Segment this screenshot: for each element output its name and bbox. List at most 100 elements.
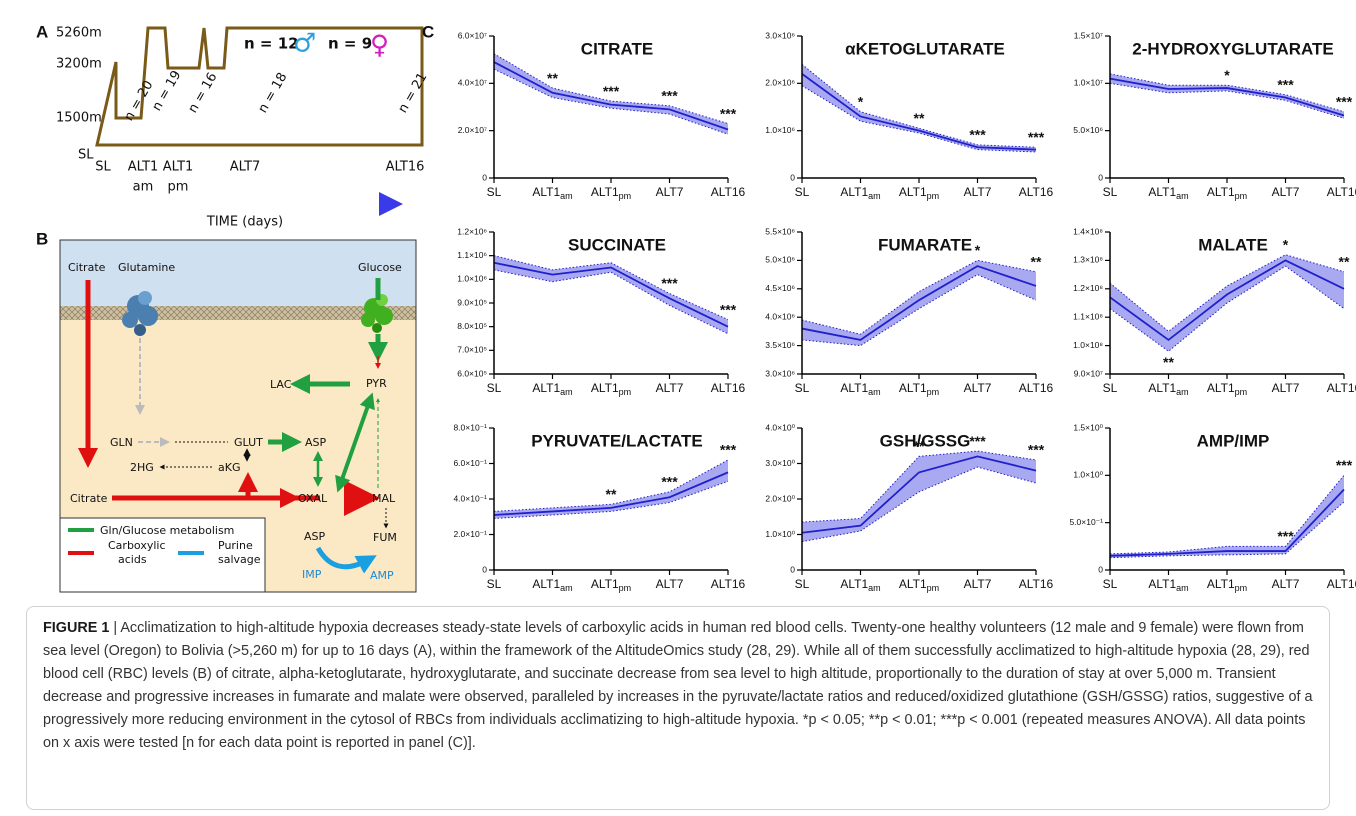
significance: ***	[1336, 457, 1353, 473]
time-label: ALT1	[163, 160, 194, 175]
significance: **	[1339, 253, 1350, 269]
x-tick-label: ALT16	[711, 185, 746, 199]
line-chart: 6.0×10⁵ 7.0×10⁵ 8.0×10⁵ 9.0×10⁵ 1.0×10⁶ 1.1×1…	[457, 226, 745, 397]
significance: *	[858, 93, 864, 109]
significance: **	[547, 70, 558, 86]
band-edge	[801, 274, 1037, 347]
node: ASP	[304, 530, 326, 543]
x-tick-label: ALT1am	[1148, 381, 1188, 397]
transporter	[122, 291, 158, 336]
x-tick-label: ALT1pm	[899, 577, 939, 593]
y-tick-label: 7.0×10⁵	[457, 345, 487, 355]
y-tick-label: 9.0×10⁵	[457, 297, 487, 307]
band-edge	[493, 269, 729, 335]
band-edge	[493, 68, 729, 135]
female-count: n = 9	[328, 35, 372, 53]
y-tick-label: 3.5×10⁶	[765, 340, 795, 350]
confidence-band	[1110, 475, 1344, 558]
caption-text: | Acclimatization to high-altitude hypox…	[43, 620, 1313, 751]
y-tick-label: 3.0×10⁰	[765, 458, 795, 468]
significance: ***	[661, 88, 678, 104]
x-tick-label: ALT1pm	[1207, 577, 1247, 593]
x-tick-label: ALT1pm	[591, 185, 631, 201]
band-edge	[1109, 82, 1345, 119]
y-tick-label: 8.0×10⁵	[457, 321, 487, 331]
y-tick-label: 3.0×10⁶	[765, 30, 795, 40]
line-chart: 0 2.0×10⁷ 4.0×10⁷ 6.0×10⁷ SL ALT1am ALT1pm ALT7…	[458, 30, 746, 201]
node: Glucose	[358, 261, 402, 274]
x-tick-label: ALT1am	[1148, 577, 1188, 593]
node: AMP	[370, 569, 394, 582]
panel-label: A	[36, 22, 48, 41]
y-tick-label: 4.0×10⁰	[765, 422, 795, 432]
y-tick-label: 1.0×10⁶	[765, 125, 795, 135]
caption: FIGURE 1 | Acclimatization to high-altit…	[26, 606, 1330, 810]
line-chart: 9.0×10⁷ 1.0×10⁸ 1.1×10⁸ 1.2×10⁸ 1.3×10⁸ 1.4×1…	[1073, 226, 1356, 397]
x-tick-label: ALT7	[656, 577, 684, 591]
line-chart: 0 2.0×10⁻¹ 4.0×10⁻¹ 6.0×10⁻¹ 8.0×10⁻¹ SL ALT1a…	[453, 422, 745, 593]
x-tick-label: ALT16	[711, 381, 746, 395]
x-tick-label: ALT1pm	[899, 381, 939, 397]
legend-label: Purine	[218, 539, 253, 552]
x-tick-label: ALT1pm	[899, 185, 939, 201]
significance: *	[975, 242, 981, 258]
male-symbol: ♂	[293, 29, 316, 59]
y-tick-label: 2.0×10⁰	[765, 493, 795, 503]
significance: ***	[969, 127, 986, 143]
x-tick-label: ALT7	[964, 577, 992, 591]
male-count: n = 12	[244, 35, 299, 53]
x-tick-label: ALT16	[1327, 185, 1356, 199]
x-tick-label: ALT7	[964, 381, 992, 395]
line-chart: 3.0×10⁶ 3.5×10⁶ 4.0×10⁶ 4.5×10⁶ 5.0×10⁶ 5.5×1…	[765, 226, 1053, 397]
node: FUM	[373, 531, 397, 544]
node: MAL	[372, 492, 396, 505]
panel-label: C	[422, 22, 434, 41]
altitude-label: SL	[78, 148, 94, 163]
x-tick-label: SL	[1103, 185, 1118, 199]
legend-label: Carboxylic	[108, 539, 166, 552]
y-tick-label: 4.0×10⁷	[458, 78, 487, 88]
band-edge	[801, 64, 1037, 148]
node: IMP	[302, 568, 322, 581]
y-tick-label: 3.0×10⁶	[765, 368, 795, 378]
significance: **	[1163, 354, 1174, 370]
x-tick-label: ALT7	[656, 381, 684, 395]
significance: **	[914, 110, 925, 126]
node: aKG	[218, 461, 240, 474]
y-tick-label: 0	[1098, 172, 1103, 182]
x-tick-label: SL	[487, 577, 502, 591]
significance: *	[1283, 236, 1289, 252]
x-tick-label: ALT7	[964, 185, 992, 199]
x-tick-label: ALT7	[1272, 577, 1300, 591]
chart-title: 2-HYDROXYGLUTARATE	[1132, 39, 1334, 58]
band-edge	[801, 85, 1037, 153]
significance: ***	[1028, 442, 1045, 458]
y-tick-label: 1.1×10⁶	[457, 250, 487, 260]
mean-line	[1109, 77, 1345, 117]
x-tick-label: ALT1am	[840, 577, 880, 593]
y-tick-label: 0	[790, 172, 795, 182]
significance: ***	[1277, 76, 1294, 92]
band-edge	[493, 480, 729, 520]
node: ASP	[305, 436, 327, 449]
x-tick-label: ALT16	[1327, 577, 1356, 591]
arrow	[335, 392, 375, 493]
line-chart: 0 5.0×10⁻¹ 1.0×10⁰ 1.5×10⁰ SL ALT1am ALT1pm ALT…	[1069, 422, 1356, 593]
x-tick-label: SL	[795, 381, 810, 395]
panel-label: B	[36, 229, 48, 248]
arrow	[315, 546, 377, 574]
mean-line	[493, 61, 729, 131]
y-tick-label: 1.3×10⁸	[1073, 255, 1103, 265]
y-tick-label: 1.1×10⁸	[1073, 311, 1103, 321]
y-tick-label: 2.0×10⁶	[765, 78, 795, 88]
n-label: n = 16	[186, 70, 221, 116]
altitude-profile	[95, 26, 424, 147]
node: Glutamine	[118, 261, 175, 274]
y-tick-label: 1.2×10⁶	[457, 226, 487, 236]
axis-label: TIME (days)	[206, 215, 283, 230]
y-tick-label: 0	[482, 564, 487, 574]
line-chart: 0 1.0×10⁶ 2.0×10⁶ 3.0×10⁶ SL ALT1am ALT1pm ALT7…	[765, 30, 1053, 201]
x-tick-label: ALT1am	[532, 381, 572, 397]
x-tick-label: ALT1am	[532, 185, 572, 201]
